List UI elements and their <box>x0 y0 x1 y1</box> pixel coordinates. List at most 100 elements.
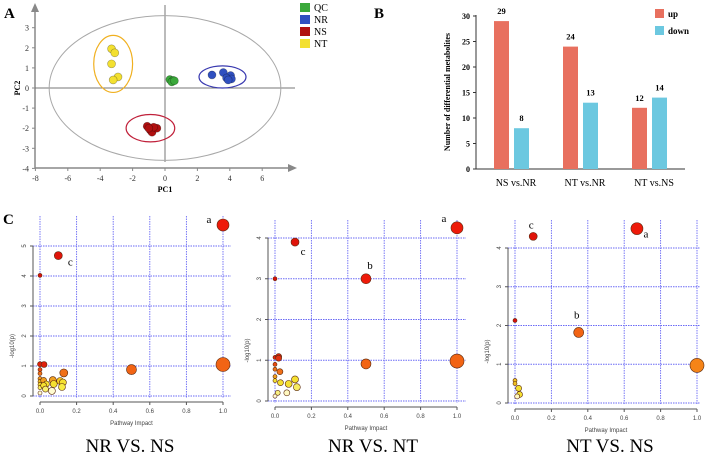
bar-down <box>652 97 667 169</box>
x-tick-label: 0.2 <box>307 414 316 420</box>
y-tick-label: 3 <box>25 24 29 33</box>
x-axis-label: PC1 <box>158 185 173 194</box>
x-tick-label: -6 <box>64 174 71 183</box>
panel-label-c: C <box>3 212 14 228</box>
group-ellipse-ns <box>125 113 176 143</box>
point-annotation-c: c <box>301 246 306 258</box>
pathway-point <box>284 380 293 388</box>
pathway-point <box>449 353 465 369</box>
pathway-point <box>290 237 300 247</box>
pathway-point <box>514 393 520 400</box>
y-tick-label: 10 <box>462 114 470 123</box>
pathway-point <box>276 368 284 375</box>
plot-title: NT VS. NS <box>566 436 653 457</box>
pathway-point <box>37 273 43 278</box>
x-tick-label: 0.8 <box>182 409 191 415</box>
y-tick-label: 3 <box>257 276 263 280</box>
x-tick-label: 0.8 <box>416 414 425 420</box>
point-nr <box>223 75 233 85</box>
pathway-point <box>272 374 278 379</box>
y-tick-label: 3 <box>22 304 28 308</box>
point-qc <box>170 76 179 86</box>
legend-swatch-qc <box>300 3 310 12</box>
category-label: NT vs.NR <box>565 178 606 189</box>
point-nt <box>110 48 120 58</box>
point-annotation-a: a <box>207 214 212 226</box>
y-tick-label: 15 <box>462 89 470 98</box>
pathway-point <box>512 381 518 386</box>
pathway-point <box>272 276 278 282</box>
differential-metabolites-bar-chart: 0 5 10 15 20 25 30 Number of differential metab… <box>443 6 689 189</box>
pathway-point <box>49 380 58 388</box>
pathway-point <box>37 390 43 396</box>
pathway-point <box>283 389 291 397</box>
legend-swatch-nr <box>300 15 310 24</box>
y-tick-label: 25 <box>462 38 470 47</box>
point-annotation-c: c <box>529 219 534 231</box>
pathway-point <box>126 364 137 375</box>
y-tick-label: 1 <box>497 362 503 366</box>
x-tick-label: 2 <box>195 174 199 183</box>
pathway-point <box>40 361 48 368</box>
group-ellipse-nr <box>198 65 247 89</box>
x-tick-label: 1.0 <box>693 416 702 422</box>
legend-swatch-ns <box>300 27 310 36</box>
legend-label-nr: NR <box>314 15 328 26</box>
pathway-point <box>450 221 464 235</box>
y-tick-label: 5 <box>466 140 470 149</box>
x-tick-label: 0.8 <box>656 416 665 422</box>
y-tick-label: 30 <box>462 12 470 21</box>
confidence-ellipse <box>48 15 282 161</box>
y-tick-label: 5 <box>22 244 28 248</box>
y-tick-label: -1 <box>22 104 29 113</box>
pathway-point <box>291 375 299 384</box>
y-tick-label: 4 <box>257 236 263 240</box>
legend-swatch-nt <box>300 39 310 48</box>
pathway-point <box>272 378 278 383</box>
x-axis-label: Pathway Impact <box>110 421 153 427</box>
x-tick-label: 1.0 <box>219 409 228 415</box>
pathway-point <box>42 385 49 393</box>
legend-label-qc: QC <box>314 3 328 14</box>
x-tick-label: 0.4 <box>109 409 118 415</box>
point-ns <box>144 123 154 133</box>
x-tick-label: 6 <box>260 174 264 183</box>
pathway-point <box>573 327 585 338</box>
point-nr <box>207 70 217 80</box>
pathway-point <box>293 383 301 391</box>
x-tick-label: 1.0 <box>453 414 462 420</box>
point-annotation-b: b <box>574 309 580 321</box>
pathway-point <box>515 384 522 392</box>
point-nt <box>108 75 118 85</box>
panel-label-a: A <box>4 6 15 22</box>
x-tick-label: -2 <box>129 174 136 183</box>
bar-value-label: 12 <box>635 93 644 103</box>
x-tick-label: 0 <box>163 174 167 183</box>
pathway-point <box>272 366 278 372</box>
x-tick-label: 0.4 <box>584 416 593 422</box>
group-ellipse-nt <box>93 34 134 94</box>
pathway-point <box>216 218 230 232</box>
pathway-point <box>48 387 56 395</box>
y-tick-label: 3 <box>497 284 503 288</box>
y-tick-label: 1 <box>22 364 28 368</box>
bar-value-label: 13 <box>586 88 595 98</box>
bar-up <box>632 107 647 169</box>
legend-label-down: down <box>668 26 689 36</box>
legend-swatch-up <box>655 9 664 18</box>
y-tick-label: -3 <box>22 144 29 153</box>
point-nt <box>107 59 116 69</box>
x-tick-label: 0.0 <box>36 409 45 415</box>
point-annotation-a: a <box>643 229 648 241</box>
bar-value-label: 24 <box>566 32 575 42</box>
x-tick-label: 0.0 <box>511 416 520 422</box>
category-label: NS vs.NR <box>496 178 537 189</box>
pathway-point <box>272 393 278 399</box>
x-axis-label: Pathway Impact <box>345 426 388 432</box>
y-axis-label: Number of differential metabolites <box>443 33 452 151</box>
legend-label-nt: NT <box>314 39 327 50</box>
pathway-point <box>37 367 43 372</box>
pathway-plot-nt-ns: 0 1 2 3 4 0.0 0.2 0.4 0.6 0.8 1.0 Pathway Impact -lo… <box>485 219 705 457</box>
y-tick-label: 0 <box>22 394 28 398</box>
